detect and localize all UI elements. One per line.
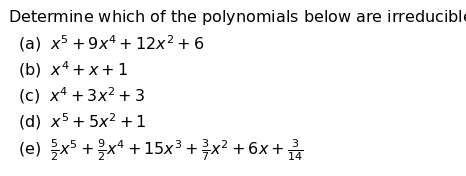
- Text: (b)  $x^4 + x + 1$: (b) $x^4 + x + 1$: [18, 59, 128, 80]
- Text: (e)  $\frac{5}{2}x^5 + \frac{9}{2}x^4 + 15x^3 + \frac{3}{7}x^2 + 6x + \frac{3}{1: (e) $\frac{5}{2}x^5 + \frac{9}{2}x^4 + 1…: [18, 137, 303, 163]
- Text: (c)  $x^4 + 3x^2 + 3$: (c) $x^4 + 3x^2 + 3$: [18, 85, 145, 106]
- Text: Determine which of the polynomials below are irreducible over $\mathbb{Q}$.: Determine which of the polynomials below…: [8, 8, 466, 27]
- Text: (d)  $x^5 + 5x^2 + 1$: (d) $x^5 + 5x^2 + 1$: [18, 111, 147, 132]
- Text: (a)  $x^5 + 9x^4 + 12x^2 + 6$: (a) $x^5 + 9x^4 + 12x^2 + 6$: [18, 33, 205, 54]
